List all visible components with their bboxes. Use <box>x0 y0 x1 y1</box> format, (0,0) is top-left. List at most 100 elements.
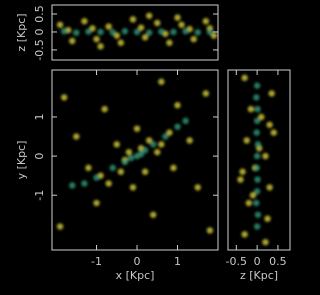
point <box>206 227 214 234</box>
y-axis-label: y [Kpc] <box>15 141 28 180</box>
y-tick-label: 0 <box>33 153 46 160</box>
point <box>154 19 161 27</box>
point <box>133 125 141 132</box>
point <box>247 105 255 113</box>
point <box>81 180 88 187</box>
points <box>56 78 214 234</box>
point <box>254 211 262 218</box>
point <box>121 28 129 35</box>
x-axis-label: x [Kpc] <box>116 269 155 282</box>
point <box>253 223 261 230</box>
point <box>245 199 253 207</box>
point <box>93 35 100 43</box>
point <box>97 28 104 36</box>
y-tick-label: 0 <box>33 28 46 35</box>
point <box>174 123 181 130</box>
point <box>154 148 161 156</box>
point <box>56 223 64 230</box>
point <box>145 29 153 36</box>
point <box>93 174 100 181</box>
point <box>253 164 260 172</box>
point <box>266 121 273 128</box>
point <box>97 43 104 50</box>
point <box>249 192 257 199</box>
point <box>268 90 275 97</box>
point <box>117 168 125 175</box>
points <box>237 74 277 246</box>
x-tick-label: 0 <box>254 255 261 268</box>
point <box>109 164 116 172</box>
point <box>125 148 133 156</box>
point <box>182 117 189 125</box>
point <box>254 176 261 183</box>
point <box>113 141 120 148</box>
point <box>127 154 135 162</box>
point <box>145 137 153 144</box>
point <box>170 164 177 172</box>
point <box>73 133 80 140</box>
point <box>262 238 269 246</box>
point <box>150 141 157 148</box>
point <box>158 28 165 35</box>
point <box>253 117 261 125</box>
point <box>117 39 125 46</box>
point <box>141 168 149 175</box>
point <box>241 231 248 238</box>
point <box>150 211 157 218</box>
x-tick-label: 0 <box>134 255 141 268</box>
point <box>137 24 145 31</box>
point <box>237 176 244 183</box>
panel-frame <box>51 4 219 61</box>
point <box>166 129 173 136</box>
point <box>162 133 169 140</box>
point <box>264 215 271 222</box>
point <box>85 28 92 35</box>
point <box>254 141 262 148</box>
point <box>133 28 141 36</box>
point <box>194 29 201 36</box>
point <box>258 113 265 121</box>
point <box>141 34 149 41</box>
point <box>182 28 189 35</box>
point <box>270 129 277 136</box>
point <box>170 28 177 36</box>
point <box>129 184 137 191</box>
point <box>174 14 181 21</box>
y-axis-label: z [Kpc] <box>15 13 28 51</box>
point <box>158 78 165 85</box>
point <box>253 188 261 195</box>
point <box>121 158 129 166</box>
point <box>129 16 137 23</box>
y-tick-label: -0.5 <box>33 39 46 60</box>
point <box>253 152 261 160</box>
x-tick-label: 0.5 <box>269 255 287 268</box>
point <box>105 23 112 30</box>
point <box>93 199 100 207</box>
x-tick-label: -1 <box>91 255 102 268</box>
point <box>137 150 145 158</box>
x-tick-label: -0.5 <box>226 255 247 268</box>
point <box>254 105 261 113</box>
point <box>60 28 68 35</box>
point <box>105 180 112 187</box>
point <box>241 74 248 82</box>
point <box>243 137 250 144</box>
point <box>145 12 153 19</box>
y-tick-label: 0.5 <box>33 5 46 23</box>
panel-frame <box>51 69 219 251</box>
point <box>178 21 185 28</box>
y-tick-label: -1 <box>33 190 46 201</box>
point <box>101 105 108 113</box>
point <box>253 82 261 89</box>
point <box>85 164 92 172</box>
point <box>81 17 88 25</box>
point <box>69 182 76 189</box>
point <box>73 29 80 36</box>
point <box>141 147 149 154</box>
x-tick-label: 1 <box>174 255 181 268</box>
point <box>239 168 246 175</box>
point <box>253 94 260 101</box>
panel-frame <box>227 69 291 251</box>
point <box>194 184 201 191</box>
